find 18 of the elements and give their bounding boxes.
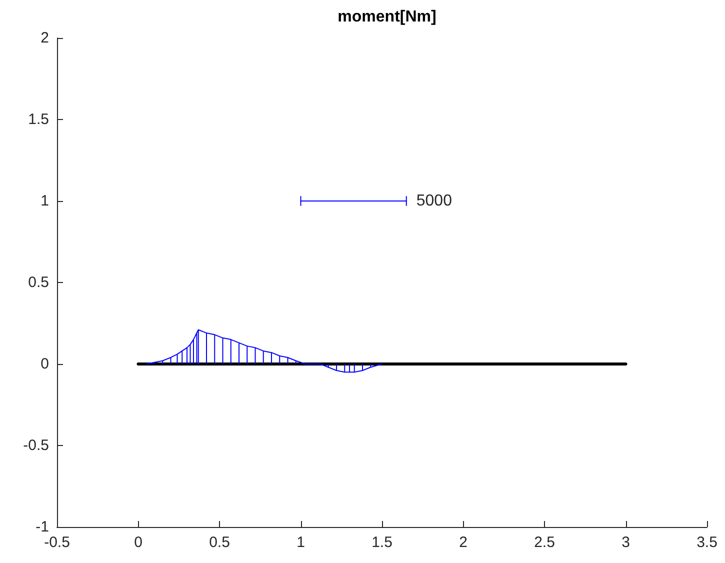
x-tick-label: 2: [459, 534, 468, 551]
line-series: [146, 329, 382, 373]
y-tick-label: 1.5: [28, 111, 49, 128]
chart-title: moment[Nm]: [338, 8, 436, 26]
x-tick-label: 1.5: [372, 534, 392, 551]
x-tick-label: 3.5: [696, 534, 718, 551]
x-tick-label: 1: [296, 534, 305, 551]
x-tick-label: 3: [622, 534, 630, 551]
y-tick-label: -0.5: [23, 437, 49, 454]
annotation: 5000: [416, 192, 452, 210]
y-tick-label: 2: [40, 30, 49, 46]
y-tick-label: 1: [40, 192, 49, 210]
x-tick-label: 0.5: [209, 534, 230, 551]
x-tick-label: 0: [134, 534, 142, 551]
y-tick-label: -1: [36, 518, 49, 536]
y-tick-label: 0: [40, 356, 49, 372]
y-tick-label: 0.5: [28, 274, 49, 291]
x-tick-label: 2.5: [534, 534, 555, 551]
